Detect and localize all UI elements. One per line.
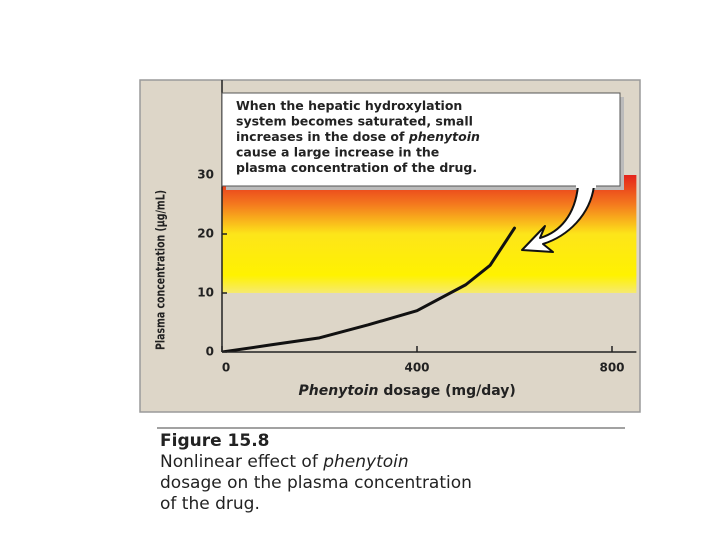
caption-line: of the drug. xyxy=(160,494,260,514)
annotation-line-part: increases in the dose of xyxy=(236,129,409,144)
caption-line-part: Nonlinear effect of xyxy=(160,452,323,472)
x-axis-label-part: dosage (mg/day) xyxy=(378,383,515,399)
y-tick-label: 20 xyxy=(197,227,214,241)
annotation-line: increases in the dose of phenytoin xyxy=(236,129,480,144)
annotation-line-part: phenytoin xyxy=(408,129,480,144)
annotation-line: When the hepatic hydroxylation xyxy=(236,98,462,113)
annotation-line-part: plasma concentration of the drug. xyxy=(236,160,477,175)
annotation-line: plasma concentration of the drug. xyxy=(236,160,477,175)
callout-arrow xyxy=(521,185,595,253)
callout-box xyxy=(221,92,621,187)
annotation-line-part: cause a large increase in the xyxy=(236,144,439,159)
annotation-line: cause a large increase in the xyxy=(236,144,439,159)
arrow-join xyxy=(576,182,596,188)
caption-line-part: of the drug. xyxy=(160,494,260,514)
annotation-line: system becomes saturated, small xyxy=(236,113,473,128)
caption-line-part: phenytoin xyxy=(322,452,408,472)
y-axis-label: Plasma concentration (µg/mL) xyxy=(154,190,168,350)
caption-label: Figure 15.8 xyxy=(160,431,270,451)
y-tick-label: 0 xyxy=(206,345,214,359)
x-axis-label-part: Phenytoin xyxy=(299,383,379,399)
x-tick-label: 400 xyxy=(404,361,429,375)
x-tick-label: 0 xyxy=(222,361,230,375)
x-axis-label: Phenytoin dosage (mg/day) xyxy=(299,383,516,399)
y-tick-label: 30 xyxy=(197,168,214,182)
line xyxy=(222,226,516,352)
y-tick-label: 10 xyxy=(197,286,214,300)
caption-line: Nonlinear effect of phenytoin xyxy=(160,452,409,472)
caption-line-part: dosage on the plasma concentration xyxy=(160,473,472,493)
caption-line: dosage on the plasma concentration xyxy=(160,473,472,493)
annotation-line-part: system becomes saturated, small xyxy=(236,113,473,128)
annotation-line-part: When the hepatic hydroxylation xyxy=(236,98,462,113)
shaded-range xyxy=(222,175,637,293)
x-tick-label: 800 xyxy=(599,361,624,375)
